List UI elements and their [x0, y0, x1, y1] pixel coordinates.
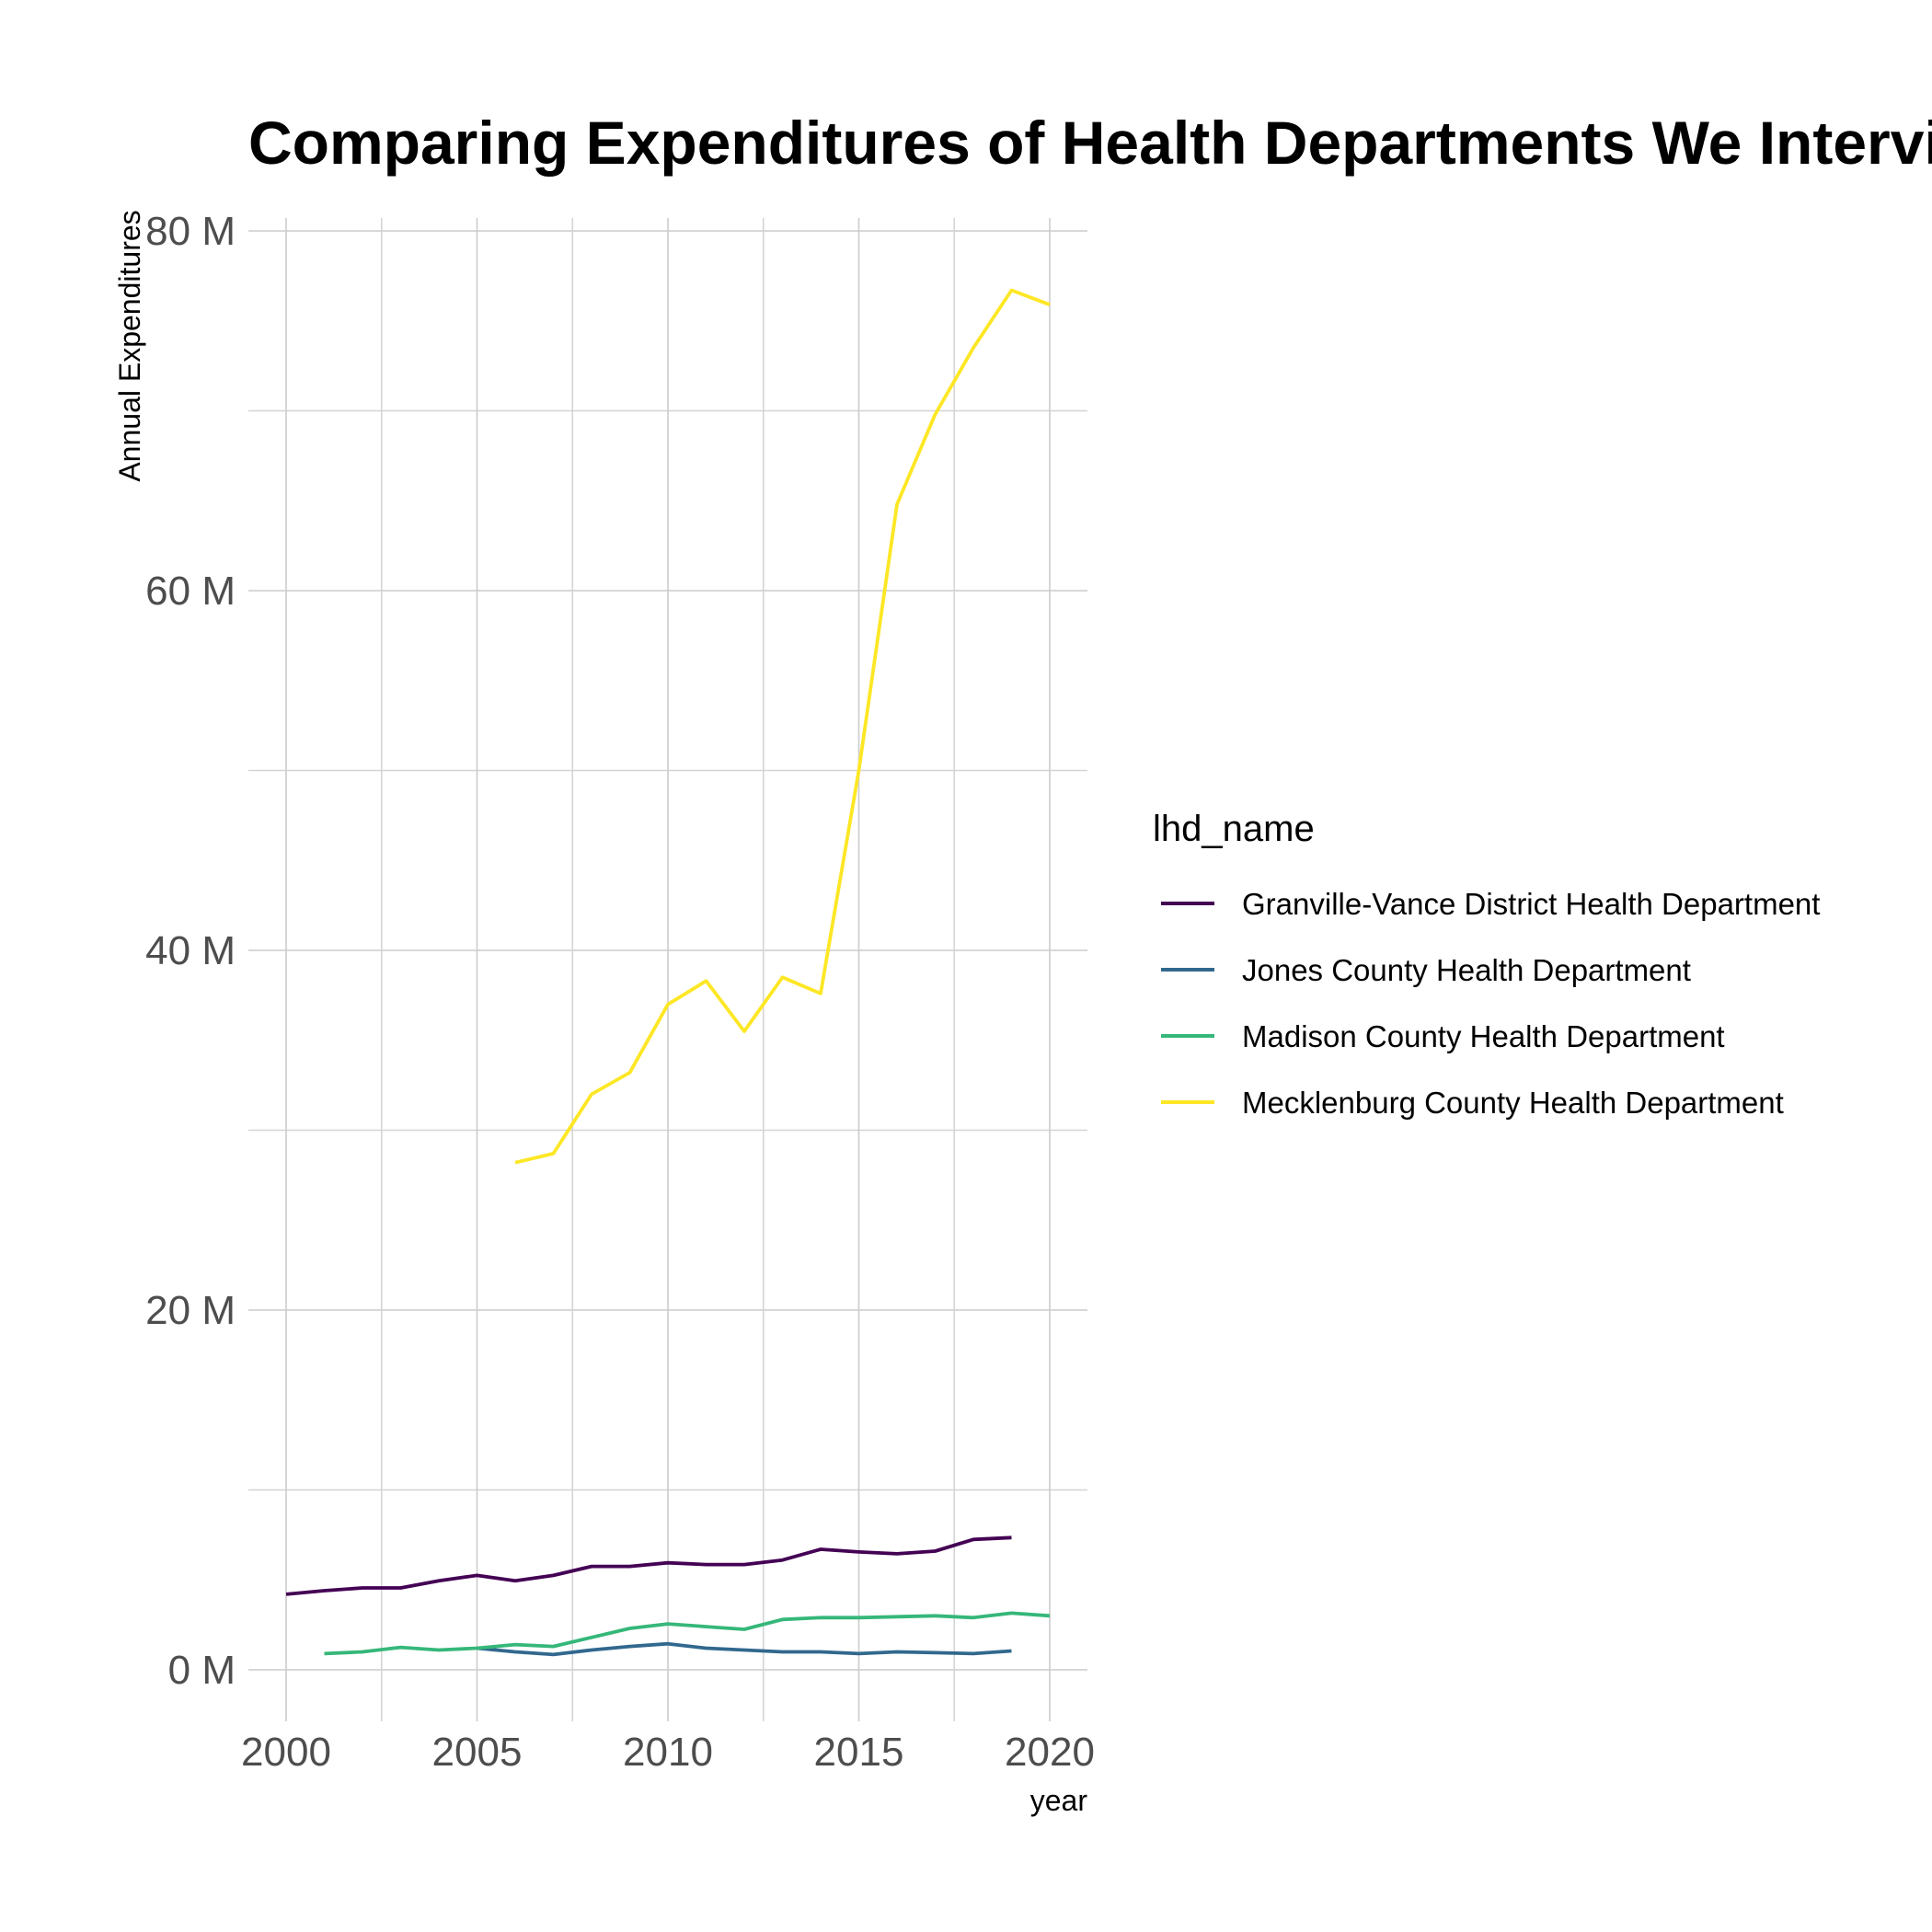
y-tick-label: 20 M — [145, 1288, 236, 1333]
gridlines — [248, 218, 1087, 1721]
y-tick-label: 0 M — [168, 1648, 236, 1693]
legend-item: Jones County Health Department — [1161, 953, 1691, 987]
y-tick-label: 60 M — [145, 569, 236, 614]
legend-item: Granville-Vance District Health Departme… — [1161, 887, 1820, 921]
y-axis-ticks: 0 M 20 M 40 M 60 M 80 M — [145, 209, 236, 1693]
legend-item: Mecklenburg County Health Department — [1161, 1086, 1784, 1120]
series-lines — [285, 288, 1051, 1657]
y-tick-label: 40 M — [145, 928, 236, 973]
legend-label: Granville-Vance District Health Departme… — [1242, 887, 1820, 921]
y-tick-label: 80 M — [145, 209, 236, 254]
series-line — [477, 1641, 1012, 1657]
legend-label: Jones County Health Department — [1242, 953, 1691, 987]
x-axis-label: year — [1030, 1784, 1088, 1817]
legend-items: Granville-Vance District Health Departme… — [1161, 887, 1820, 1120]
legend-title: lhd_name — [1153, 809, 1315, 849]
x-tick-label: 2005 — [432, 1730, 523, 1775]
legend-label: Madison County Health Department — [1242, 1019, 1725, 1053]
legend: lhd_name Granville-Vance District Health… — [1153, 809, 1820, 1120]
x-tick-label: 2020 — [1005, 1730, 1095, 1775]
series-line — [324, 1611, 1051, 1656]
legend-item: Madison County Health Department — [1161, 1019, 1725, 1053]
series-line — [514, 288, 1051, 1165]
legend-label: Mecklenburg County Health Department — [1242, 1086, 1784, 1120]
x-tick-label: 2015 — [814, 1730, 904, 1775]
x-tick-label: 2010 — [623, 1730, 713, 1775]
y-axis-label: Annual Expenditures — [113, 210, 146, 481]
x-axis-ticks: 2000 2005 2010 2015 2020 — [241, 1730, 1095, 1775]
series-line — [285, 1535, 1012, 1596]
x-tick-label: 2000 — [241, 1730, 331, 1775]
chart-title: Comparing Expenditures of Health Departm… — [248, 109, 1932, 177]
